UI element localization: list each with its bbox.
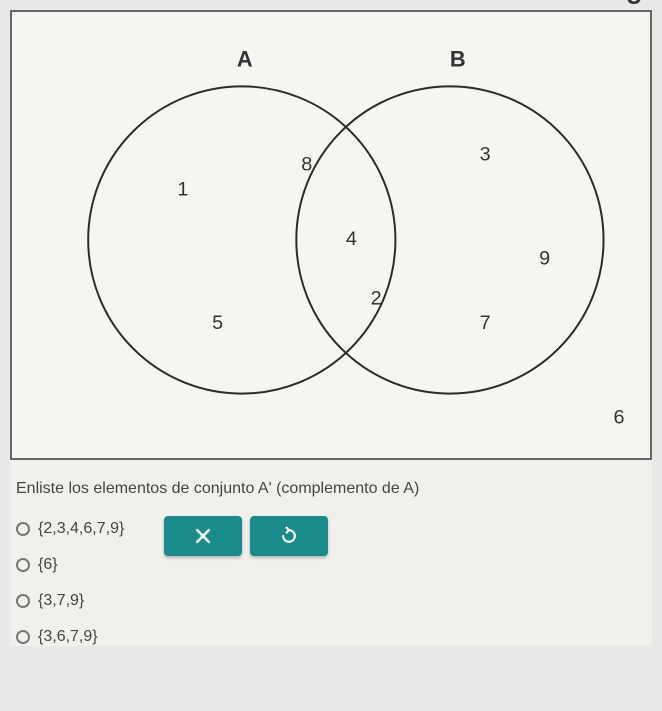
set-a-label: A	[237, 47, 253, 72]
venn-element: 9	[539, 248, 550, 270]
radio-icon	[16, 522, 30, 536]
options-list: {2,3,4,6,7,9} {6} {3,7,9} {3,6,7,9}	[10, 520, 124, 646]
venn-element: 5	[212, 312, 223, 334]
option-label: {3,7,9}	[38, 592, 84, 610]
option-0[interactable]: {2,3,4,6,7,9}	[16, 520, 124, 538]
venn-element: 1	[177, 178, 188, 200]
option-2[interactable]: {3,7,9}	[16, 592, 124, 610]
option-3[interactable]: {3,6,7,9}	[16, 628, 124, 646]
venn-svg: A B 1 8 5 4 2 3 9 7 6	[12, 12, 650, 458]
exercise-container: U A B 185423976 Enliste los elementos de…	[10, 10, 652, 646]
set-b-label: B	[450, 47, 466, 72]
wrong-button[interactable]	[164, 516, 242, 556]
undo-icon	[279, 526, 299, 546]
close-icon	[193, 526, 213, 546]
answers-row: {2,3,4,6,7,9} {6} {3,7,9} {3,6,7,9}	[10, 520, 652, 646]
universe-label: U	[626, 0, 642, 10]
venn-element: 2	[371, 287, 382, 309]
radio-icon	[16, 630, 30, 644]
option-label: {3,6,7,9}	[38, 628, 98, 646]
question-text: Enliste los elementos de conjunto A' (co…	[16, 480, 652, 498]
venn-element: 7	[480, 312, 491, 334]
radio-icon	[16, 558, 30, 572]
venn-element: 8	[301, 154, 312, 176]
option-1[interactable]: {6}	[16, 556, 124, 574]
venn-element: 3	[480, 144, 491, 166]
venn-element: 6	[613, 406, 624, 428]
radio-icon	[16, 594, 30, 608]
feedback-buttons	[164, 516, 328, 556]
reset-button[interactable]	[250, 516, 328, 556]
set-b-circle	[296, 86, 603, 393]
venn-element: 4	[346, 228, 357, 250]
option-label: {2,3,4,6,7,9}	[38, 520, 124, 538]
option-label: {6}	[38, 556, 58, 574]
venn-diagram-box: U A B 185423976	[10, 10, 652, 460]
